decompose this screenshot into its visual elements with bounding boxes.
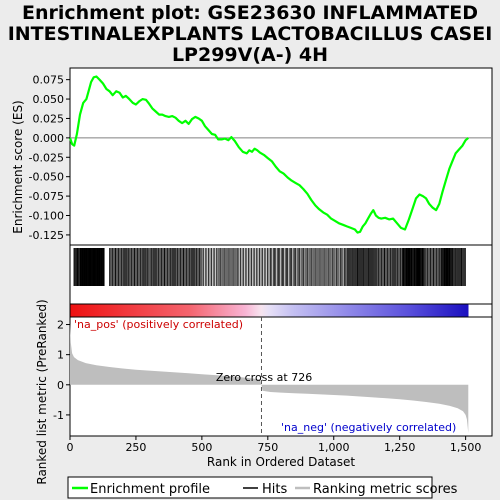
es-tick-label: 0.025	[33, 112, 65, 125]
metric-panel-content	[70, 317, 469, 436]
ranking-heatmap-bar	[69, 303, 493, 318]
metric-tick-label: 2	[57, 319, 64, 332]
es-tick-label: -0.125	[29, 229, 64, 242]
es-tick-label: 0.075	[33, 74, 65, 87]
x-tick-label: 1,500	[450, 441, 482, 454]
metric-tick-label: -1	[53, 409, 64, 422]
x-tick-label: 0	[67, 441, 74, 454]
chart-title-line-1: Enrichment plot: GSE23630 INFLAMMATED	[22, 2, 478, 24]
neg-correlated-label: 'na_neg' (negatively correlated)	[281, 421, 456, 434]
es-panel-content	[68, 75, 492, 234]
pos-correlated-label: 'na_pos' (positively correlated)	[74, 318, 243, 331]
es-y-ticks: 0.075 0.050 0.025 0.000 -0.025 -0.050 -0.075 -0…	[29, 74, 70, 242]
chart-title-line-3: LP299V(A-) 4H	[172, 44, 328, 66]
x-axis-ticks: 0 250 500 750 1,000 1,250 1,500	[67, 436, 482, 454]
metric-y-ticks: 2 1 0 -1	[53, 319, 70, 422]
x-tick-label: 1,250	[384, 441, 416, 454]
zero-cross-label: Zero cross at 726	[216, 371, 312, 384]
es-tick-label: 0.000	[33, 132, 65, 145]
es-y-axis-label: Enrichment score (ES)	[11, 100, 25, 233]
legend: Enrichment profile Hits Ranking metric s…	[67, 476, 458, 499]
legend-enrichment-label: Enrichment profile	[90, 482, 210, 497]
es-panel	[69, 67, 493, 246]
x-tick-label: 1,000	[318, 441, 350, 454]
x-tick-label: 250	[125, 441, 146, 454]
legend-metric-label: Ranking metric scores	[313, 482, 458, 497]
metric-tick-label: 0	[57, 379, 64, 392]
es-tick-label: -0.025	[29, 151, 64, 164]
enrichment-profile-line	[68, 75, 470, 234]
x-axis-label: Rank in Ordered Dataset	[207, 455, 355, 469]
x-tick-label: 750	[257, 441, 278, 454]
metric-tick-label: 1	[57, 349, 64, 362]
es-tick-label: -0.075	[29, 190, 64, 203]
es-tick-label: 0.050	[33, 93, 65, 106]
hit-markers	[73, 248, 466, 286]
chart-title-line-2: INTESTINALEXPLANTS LACTOBACILLUS CASEI	[8, 23, 493, 45]
es-tick-label: -0.050	[29, 171, 64, 184]
metric-y-axis-label: Ranked list metric (PreRanked)	[35, 299, 49, 484]
ranking-metric-area	[70, 323, 469, 433]
es-tick-label: -0.100	[29, 210, 64, 223]
x-tick-label: 500	[191, 441, 212, 454]
legend-hits-label: Hits	[262, 482, 287, 497]
